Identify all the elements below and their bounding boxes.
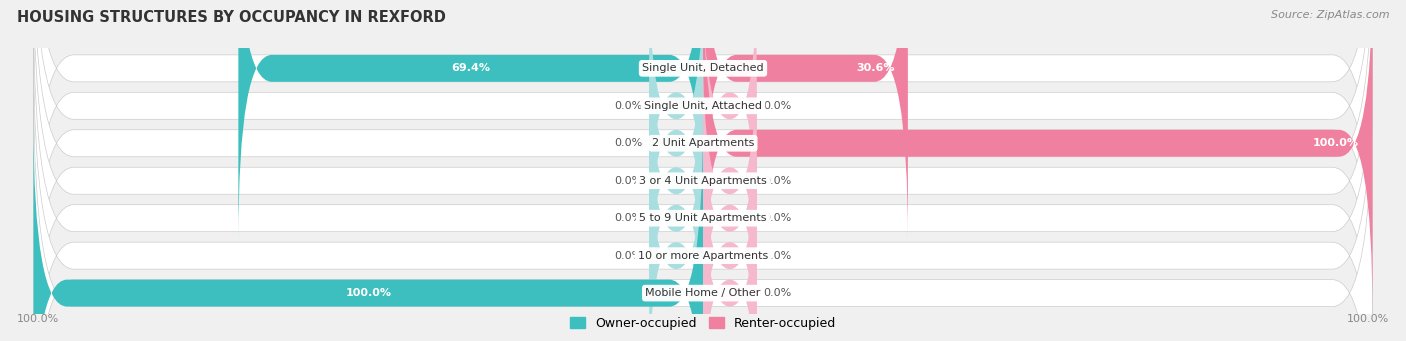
Text: 100.0%: 100.0% xyxy=(17,314,59,324)
Text: 0.0%: 0.0% xyxy=(614,176,643,186)
Text: 100.0%: 100.0% xyxy=(1347,314,1389,324)
FancyBboxPatch shape xyxy=(34,82,1372,341)
Text: 100.0%: 100.0% xyxy=(346,288,391,298)
FancyBboxPatch shape xyxy=(34,0,1372,317)
Text: HOUSING STRUCTURES BY OCCUPANCY IN REXFORD: HOUSING STRUCTURES BY OCCUPANCY IN REXFO… xyxy=(17,10,446,25)
Text: 0.0%: 0.0% xyxy=(614,251,643,261)
Text: 100.0%: 100.0% xyxy=(1313,138,1360,148)
FancyBboxPatch shape xyxy=(703,44,756,317)
Text: 0.0%: 0.0% xyxy=(763,251,792,261)
FancyBboxPatch shape xyxy=(703,82,756,341)
FancyBboxPatch shape xyxy=(650,119,703,341)
FancyBboxPatch shape xyxy=(703,0,756,242)
FancyBboxPatch shape xyxy=(650,0,703,242)
Text: 10 or more Apartments: 10 or more Apartments xyxy=(638,251,768,261)
Text: Single Unit, Attached: Single Unit, Attached xyxy=(644,101,762,111)
Text: 3 or 4 Unit Apartments: 3 or 4 Unit Apartments xyxy=(640,176,766,186)
Text: 0.0%: 0.0% xyxy=(614,101,643,111)
Text: 0.0%: 0.0% xyxy=(763,288,792,298)
FancyBboxPatch shape xyxy=(703,119,756,341)
FancyBboxPatch shape xyxy=(34,7,1372,341)
Text: 0.0%: 0.0% xyxy=(763,101,792,111)
Text: Mobile Home / Other: Mobile Home / Other xyxy=(645,288,761,298)
Text: Single Unit, Detached: Single Unit, Detached xyxy=(643,63,763,73)
Text: 69.4%: 69.4% xyxy=(451,63,491,73)
Text: 0.0%: 0.0% xyxy=(763,176,792,186)
FancyBboxPatch shape xyxy=(703,0,908,242)
FancyBboxPatch shape xyxy=(34,0,1372,341)
FancyBboxPatch shape xyxy=(650,44,703,317)
FancyBboxPatch shape xyxy=(650,82,703,341)
Text: 2 Unit Apartments: 2 Unit Apartments xyxy=(652,138,754,148)
FancyBboxPatch shape xyxy=(34,44,1372,341)
Text: 30.6%: 30.6% xyxy=(856,63,894,73)
FancyBboxPatch shape xyxy=(703,0,1372,317)
Text: Source: ZipAtlas.com: Source: ZipAtlas.com xyxy=(1271,10,1389,20)
FancyBboxPatch shape xyxy=(703,157,756,341)
FancyBboxPatch shape xyxy=(34,0,1372,341)
Text: 5 to 9 Unit Apartments: 5 to 9 Unit Apartments xyxy=(640,213,766,223)
Legend: Owner-occupied, Renter-occupied: Owner-occupied, Renter-occupied xyxy=(565,312,841,335)
FancyBboxPatch shape xyxy=(239,0,703,242)
FancyBboxPatch shape xyxy=(650,7,703,280)
FancyBboxPatch shape xyxy=(34,119,703,341)
Text: 0.0%: 0.0% xyxy=(763,213,792,223)
Text: 0.0%: 0.0% xyxy=(614,213,643,223)
FancyBboxPatch shape xyxy=(34,0,1372,280)
Text: 0.0%: 0.0% xyxy=(614,138,643,148)
